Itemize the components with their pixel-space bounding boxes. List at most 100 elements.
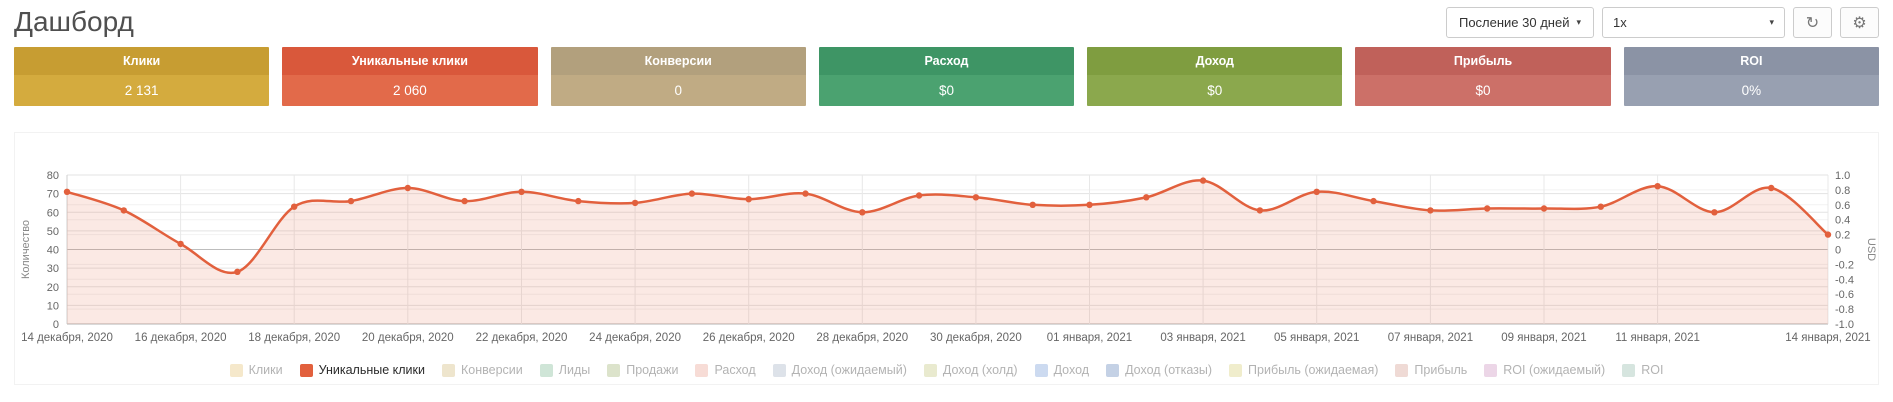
legend-item[interactable]: Прибыль	[1395, 363, 1467, 377]
legend-swatch-icon	[539, 363, 553, 377]
legend-item[interactable]: Конверсии	[442, 363, 523, 377]
legend-item[interactable]: Лиды	[539, 363, 591, 377]
svg-text:-0.8: -0.8	[1835, 304, 1854, 316]
legend-swatch-icon	[695, 363, 709, 377]
svg-text:50: 50	[47, 226, 59, 238]
legend-item-label: ROI (ожидаемый)	[1503, 363, 1606, 377]
kpi-card-value: $0	[1087, 75, 1343, 106]
kpi-card: Расход $0	[818, 47, 1075, 106]
kpi-card: Конверсии 0	[550, 47, 806, 106]
legend-item[interactable]: Прибыль (ожидаемая)	[1229, 363, 1378, 377]
svg-text:-1.0: -1.0	[1835, 319, 1854, 331]
gear-icon: ⚙	[1852, 14, 1867, 32]
svg-text:20 декабря, 2020: 20 декабря, 2020	[362, 332, 454, 344]
chevron-down-icon: ▾	[1769, 17, 1774, 27]
svg-text:11 января, 2021: 11 января, 2021	[1615, 332, 1700, 344]
svg-text:80: 80	[47, 170, 59, 182]
legend-item[interactable]: Продажи	[607, 363, 678, 377]
kpi-card-title: ROI	[1623, 47, 1879, 75]
svg-text:-0.6: -0.6	[1835, 289, 1854, 301]
kpi-card-title: Уникальные клики	[282, 47, 538, 75]
kpi-card: ROI 0%	[1623, 47, 1879, 106]
legend-swatch-icon	[1229, 363, 1243, 377]
legend-item-label: Конверсии	[461, 363, 523, 377]
legend-swatch-icon	[1484, 363, 1498, 377]
kpi-cards-row: Клики 2 131 Уникальные клики 2 060 Конве…	[14, 47, 1879, 106]
kpi-card-title: Конверсии	[550, 47, 806, 75]
svg-text:01 января, 2021: 01 января, 2021	[1047, 332, 1132, 344]
svg-text:10: 10	[47, 300, 59, 312]
legend-item[interactable]: ROI (ожидаемый)	[1484, 363, 1605, 377]
legend-item-label: Продажи	[626, 363, 679, 377]
refresh-button[interactable]: ↻	[1793, 7, 1832, 38]
svg-text:0.4: 0.4	[1835, 215, 1850, 227]
settings-button[interactable]: ⚙	[1840, 7, 1879, 38]
svg-text:20: 20	[47, 282, 59, 294]
chart-panel: 80 70 60 50 40 30 20 10 0 1.0 0.8 0.6 0.4 0.2 0 -0.2 -0.…	[14, 132, 1879, 385]
kpi-card-value: 0%	[1623, 75, 1879, 106]
legend-item[interactable]: Расход	[695, 363, 756, 377]
kpi-card-title: Доход	[1087, 47, 1343, 75]
svg-text:28 декабря, 2020: 28 декабря, 2020	[816, 332, 908, 344]
svg-text:0: 0	[1835, 245, 1841, 257]
kpi-card-title: Прибыль	[1355, 47, 1611, 75]
svg-text:USD: USD	[1865, 238, 1877, 261]
legend-item[interactable]: Доход (ожидаемый)	[772, 363, 907, 377]
legend-swatch-icon	[1395, 363, 1409, 377]
legend-item[interactable]: Доход	[1034, 363, 1090, 377]
svg-text:22 декабря, 2020: 22 декабря, 2020	[476, 332, 568, 344]
svg-text:40: 40	[47, 245, 59, 257]
legend-swatch-icon	[1034, 363, 1048, 377]
multiplier-select[interactable]: 1x ▾	[1602, 7, 1785, 38]
kpi-card-value: 0	[550, 75, 806, 106]
svg-text:18 декабря, 2020: 18 декабря, 2020	[248, 332, 340, 344]
legend-item-label: Прибыль	[1414, 363, 1468, 377]
dashboard-chart[interactable]: 80 70 60 50 40 30 20 10 0 1.0 0.8 0.6 0.4 0.2 0 -0.2 -0.…	[15, 137, 1878, 352]
period-select-button[interactable]: Посление 30 дней ▾	[1445, 7, 1594, 38]
legend-item[interactable]: Доход (отказы)	[1106, 363, 1212, 377]
svg-text:-0.4: -0.4	[1835, 274, 1854, 286]
kpi-card-title: Расход	[818, 47, 1075, 75]
legend-item[interactable]: Уникальные клики	[299, 363, 425, 377]
page-title: Дашборд	[14, 6, 134, 37]
legend-item[interactable]: Клики	[229, 363, 283, 377]
legend-item-label: Клики	[248, 363, 283, 377]
legend-swatch-icon	[299, 363, 313, 377]
kpi-card: Доход $0	[1087, 47, 1343, 106]
legend-item-label: Расход	[714, 363, 756, 377]
svg-text:1.0: 1.0	[1835, 170, 1850, 182]
svg-text:14 января, 2021: 14 января, 2021	[1785, 332, 1870, 344]
legend-swatch-icon	[772, 363, 786, 377]
legend-swatch-icon	[1622, 363, 1636, 377]
chart-legend: Клики Уникальные клики Конверсии Лиды Пр…	[15, 356, 1878, 384]
svg-text:09 января, 2021: 09 января, 2021	[1501, 332, 1586, 344]
legend-item[interactable]: ROI	[1622, 363, 1663, 377]
svg-text:0.8: 0.8	[1835, 185, 1850, 197]
legend-item[interactable]: Доход (холд)	[923, 363, 1018, 377]
chevron-down-icon: ▾	[1576, 17, 1581, 27]
legend-item-label: Прибыль (ожидаемая)	[1248, 363, 1379, 377]
kpi-card: Уникальные клики 2 060	[282, 47, 538, 106]
svg-text:24 декабря, 2020: 24 декабря, 2020	[589, 332, 681, 344]
svg-text:Количество: Количество	[20, 220, 32, 279]
legend-item-label: ROI	[1641, 363, 1664, 377]
svg-text:0.6: 0.6	[1835, 200, 1850, 212]
kpi-card-value: 2 060	[282, 75, 538, 106]
multiplier-select-value: 1x	[1613, 15, 1627, 30]
legend-item-label: Доход	[1053, 363, 1090, 377]
legend-swatch-icon	[607, 363, 621, 377]
svg-text:-0.2: -0.2	[1835, 259, 1854, 271]
legend-swatch-icon	[229, 363, 243, 377]
svg-text:26 декабря, 2020: 26 декабря, 2020	[703, 332, 795, 344]
svg-text:60: 60	[47, 207, 59, 219]
kpi-card-value: $0	[1355, 75, 1611, 106]
legend-item-label: Уникальные клики	[318, 363, 425, 377]
topbar: Дашборд Посление 30 дней ▾ 1x ▾ ↻ ⚙	[14, 0, 1879, 44]
dashboard-page: Дашборд Посление 30 дней ▾ 1x ▾ ↻ ⚙ Клик…	[14, 0, 1879, 385]
legend-item-label: Доход (отказы)	[1125, 363, 1213, 377]
legend-item-label: Лиды	[558, 363, 591, 377]
kpi-card-value: 2 131	[14, 75, 270, 106]
svg-text:70: 70	[47, 189, 59, 201]
svg-text:30: 30	[47, 263, 59, 275]
kpi-card: Прибыль $0	[1355, 47, 1611, 106]
